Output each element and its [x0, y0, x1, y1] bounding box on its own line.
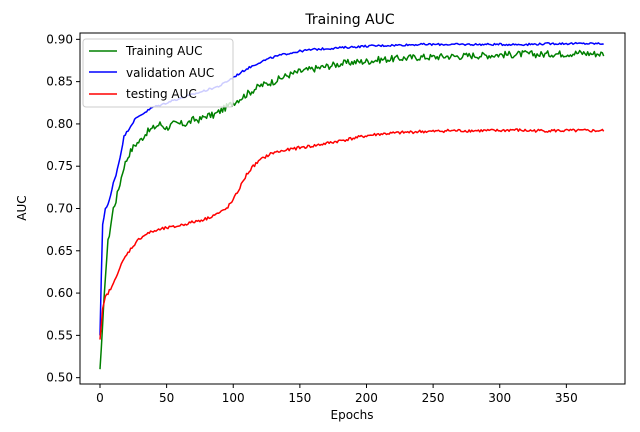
y-tick-label: 0.65 [46, 244, 73, 258]
series-line-training [99, 49, 605, 370]
x-tick-label: 200 [355, 391, 378, 405]
legend-box [82, 38, 234, 108]
x-axis-label: Epochs [331, 408, 374, 422]
y-tick-label: 0.55 [46, 328, 73, 342]
y-tick-label: 0.80 [46, 117, 73, 131]
x-tick-label: 300 [488, 391, 511, 405]
y-axis-ticks: 0.50 0.55 0.60 0.65 0.70 0.75 0.80 0.85 0.90 [46, 32, 80, 385]
y-tick-label: 0.75 [46, 159, 73, 173]
y-tick-label: 0.70 [46, 202, 73, 216]
x-tick-label: 50 [159, 391, 174, 405]
y-tick-label: 0.60 [46, 286, 73, 300]
chart-title: Training AUC [304, 12, 395, 28]
x-tick-label: 350 [555, 391, 578, 405]
x-axis-ticks: 0 50 100 150 200 250 300 350 [96, 384, 578, 405]
legend: Training AUC validation AUC testing AUC [82, 38, 234, 108]
x-tick-label: 150 [288, 391, 311, 405]
series-line-testing [99, 128, 605, 340]
y-tick-label: 0.50 [46, 371, 73, 385]
legend-label-validation: validation AUC [126, 66, 214, 80]
x-tick-label: 100 [222, 391, 245, 405]
y-axis-label: AUC [15, 195, 29, 220]
legend-label-testing: testing AUC [126, 87, 197, 101]
x-tick-label: 250 [422, 391, 445, 405]
y-tick-label: 0.85 [46, 75, 73, 89]
x-tick-label: 0 [96, 391, 104, 405]
legend-label-training: Training AUC [125, 44, 203, 58]
y-tick-label: 0.90 [46, 32, 73, 46]
